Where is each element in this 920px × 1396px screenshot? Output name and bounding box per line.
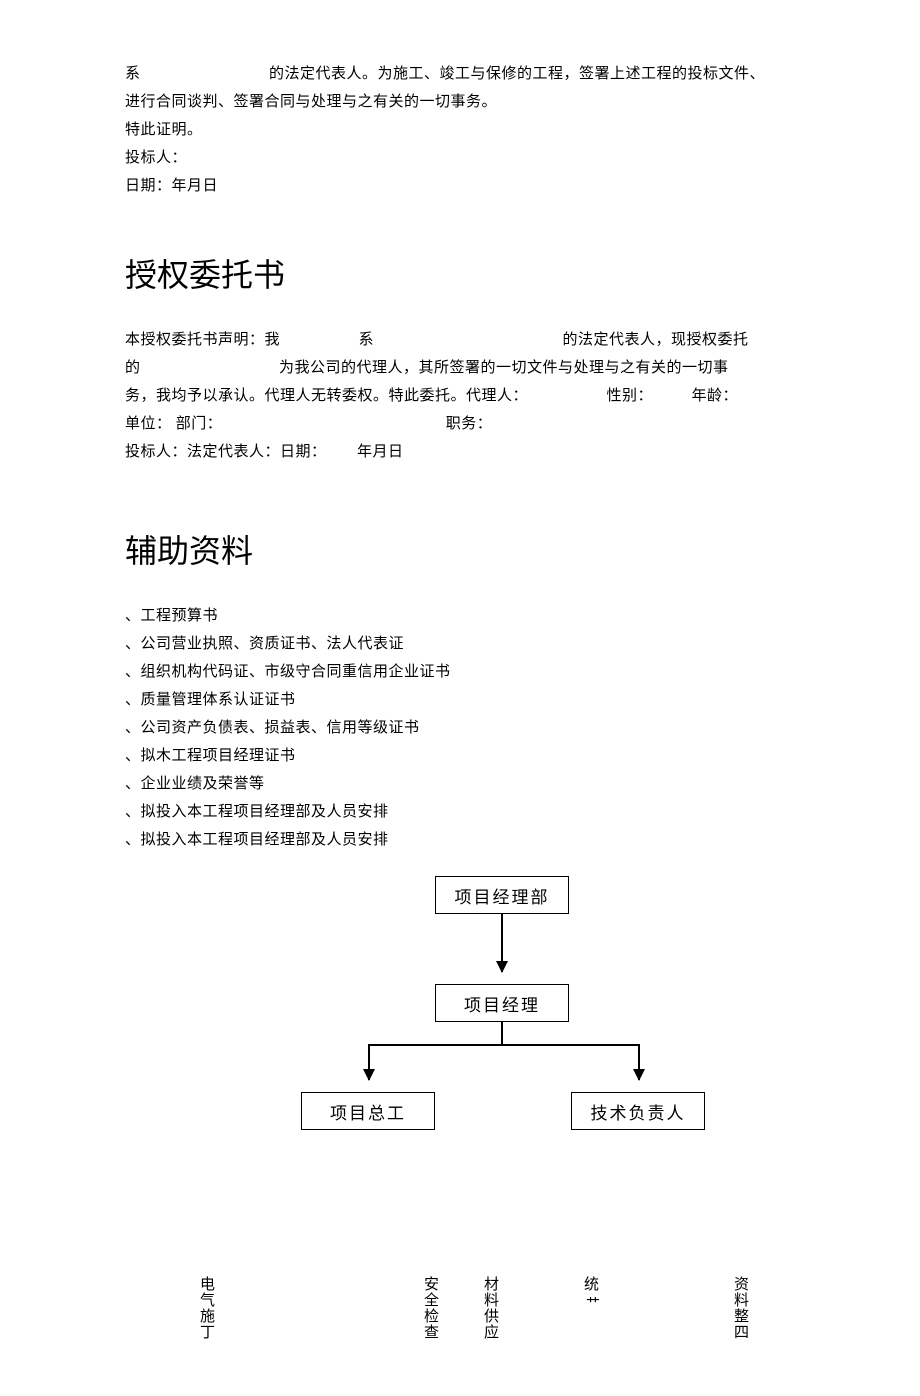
heading-aux: 辅助资料 (125, 526, 795, 572)
intro-block: 系 的法定代表人。为施工、竣工与保修的工程，签署上述工程的投标文件、 进行合同谈… (125, 60, 795, 200)
intro-line-5: 日期：年月日 (125, 172, 795, 200)
intro-line-2: 进行合同谈判、签署合同与处理与之有关的一切事务。 (125, 88, 795, 116)
node-label: 技术负责人 (591, 1099, 686, 1124)
vlabel-data: 资料整四 (731, 1276, 749, 1340)
list-item: 、组织机构代码证、市级守合同重信用企业证书 (125, 658, 795, 686)
list-item: 、公司资产负债表、损益表、信用等级证书 (125, 714, 795, 742)
org-flowchart: 项目经理部 项目经理 项目总工 技术负责人 (125, 876, 795, 1176)
auth-p4-b: 部门： (176, 416, 223, 432)
connector-h (368, 1044, 640, 1046)
node-label: 项目经理 (464, 991, 540, 1016)
auth-p3-b: 性别： (607, 388, 654, 404)
vlabel-stats: 统 (581, 1276, 599, 1292)
heading-authorization: 授权委托书 (125, 250, 795, 296)
intro-line-3: 特此证明。 (125, 116, 795, 144)
auth-p3-c: 年龄： (692, 388, 739, 404)
list-item: 、拟投入本工程项目经理部及人员安排 (125, 826, 795, 854)
node-label: 项目总工 (330, 1099, 406, 1124)
auth-p1-a: 本授权委托书声明：我 (125, 332, 280, 348)
vlabel-materials: 材料供应 (481, 1276, 499, 1340)
vlabel-safety: 安全检查 (421, 1276, 439, 1340)
auth-body: 本授权委托书声明：我 系 的法定代表人，现授权委托 的 为我公司的代理人，其所签… (125, 326, 795, 466)
node-tech-lead: 技术负责人 (571, 1092, 705, 1130)
list-item: 、工程预算书 (125, 602, 795, 630)
arrow-to-left (368, 1044, 370, 1080)
list-item: 、企业业绩及荣誉等 (125, 770, 795, 798)
intro-line-1: 系 的法定代表人。为施工、竣工与保修的工程，签署上述工程的投标文件、 (125, 60, 795, 88)
node-chief-engineer: 项目总工 (301, 1092, 435, 1130)
auth-p2-b: 为我公司的代理人，其所签署的一切文件与处理与之有关的一切事 (279, 360, 729, 376)
auth-p4-a: 单位： (125, 416, 172, 432)
auth-p4-c: 职务： (446, 416, 493, 432)
vlabel-electrical: 电气施丁 (197, 1276, 215, 1340)
list-item: 、公司营业执照、资质证书、法人代表证 (125, 630, 795, 658)
node-project-dept: 项目经理部 (435, 876, 569, 914)
connector-v (501, 1022, 503, 1044)
vlabel-stats-under: 艹 (581, 1296, 601, 1310)
list-item: 、质量管理体系认证证书 (125, 686, 795, 714)
arrow-to-right (638, 1044, 640, 1080)
auth-p5: 投标人：法定代表人：日期： (125, 444, 327, 460)
aux-list: 、工程预算书 、公司营业执照、资质证书、法人代表证 、组织机构代码证、市级守合同… (125, 602, 795, 854)
auth-p3: 务，我均予以承认。代理人无转委权。特此委托。代理人： (125, 388, 528, 404)
auth-p2-a: 的 (125, 360, 141, 376)
auth-p1-b: 系 (359, 332, 375, 348)
auth-p1-c: 的法定代表人，现授权委托 (563, 332, 749, 348)
intro-line-4: 投标人： (125, 144, 795, 172)
list-item: 、拟木工程项目经理证书 (125, 742, 795, 770)
list-item: 、拟投入本工程项目经理部及人员安排 (125, 798, 795, 826)
node-label: 项目经理部 (455, 883, 550, 908)
bottom-labels: 电气施丁 安全检查 材料供应 统 艹 资料整四 (125, 1276, 795, 1356)
intro-l1-a: 系 (125, 66, 141, 82)
arrow-top-mid (501, 914, 503, 972)
auth-p5-b: 年月日 (357, 444, 404, 460)
node-project-manager: 项目经理 (435, 984, 569, 1022)
intro-l1-b: 的法定代表人。为施工、竣工与保修的工程，签署上述工程的投标文件、 (269, 66, 765, 82)
